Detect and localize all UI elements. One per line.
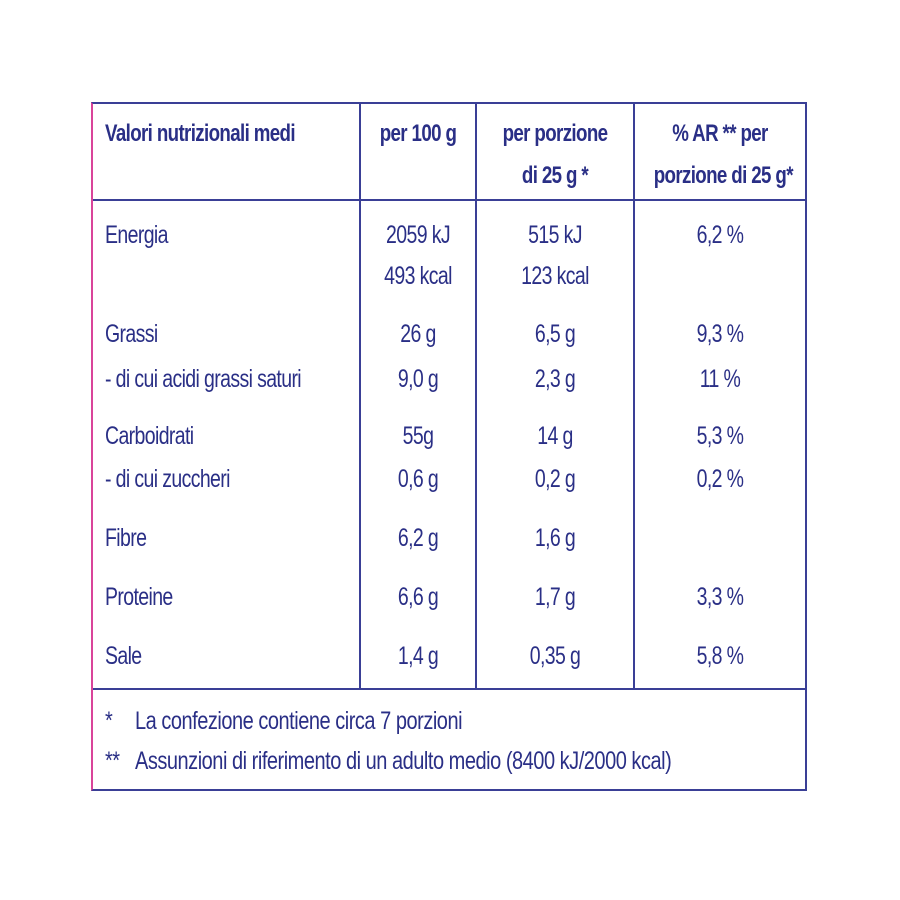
- sale-per100: 1,4 g: [397, 642, 439, 670]
- row-label-proteine: Proteine: [105, 583, 173, 611]
- sale-portion: 0,35 g: [529, 642, 581, 670]
- zuccheri-per100: 0,6 g: [397, 465, 439, 493]
- footnote-1-text: La confezione contiene circa 7 porzioni: [135, 707, 463, 735]
- footnote-2-mark: **: [105, 747, 120, 775]
- row-label-carboidrati: Carboidrati: [105, 422, 194, 450]
- header-per-portion-line2: di 25 g *: [521, 162, 589, 189]
- row-label-fibre: Fibre: [105, 524, 147, 552]
- nutrition-table: Valori nutrizionali medi per 100 g per p…: [91, 102, 807, 791]
- table-header: [93, 104, 805, 201]
- grassi-portion: 6,5 g: [534, 320, 576, 348]
- column-divider: [359, 104, 361, 688]
- carboidrati-portion: 14 g: [537, 422, 573, 450]
- energia-portion-kj: 515 kJ: [528, 221, 582, 249]
- table-footnotes: * La confezione contiene circa 7 porzion…: [93, 688, 805, 789]
- row-label-sale: Sale: [105, 642, 142, 670]
- carboidrati-per100: 55g: [402, 422, 434, 450]
- row-label-saturi: - di cui acidi grassi saturi: [105, 365, 302, 393]
- saturi-per100: 9,0 g: [397, 365, 439, 393]
- header-per-100g: per 100 g: [379, 120, 457, 147]
- grassi-ar: 9,3 %: [696, 320, 744, 348]
- fibre-per100: 6,2 g: [397, 524, 439, 552]
- saturi-portion: 2,3 g: [534, 365, 576, 393]
- sale-ar: 5,8 %: [696, 642, 744, 670]
- zuccheri-ar: 0,2 %: [696, 465, 744, 493]
- header-per-portion-line1: per porzione: [502, 120, 608, 147]
- row-label-grassi: Grassi: [105, 320, 158, 348]
- footnote-1-mark: *: [105, 707, 113, 735]
- zuccheri-portion: 0,2 g: [534, 465, 576, 493]
- row-label-zuccheri: - di cui zuccheri: [105, 465, 230, 493]
- energia-portion-kcal: 123 kcal: [521, 262, 589, 290]
- proteine-per100: 6,6 g: [397, 583, 439, 611]
- row-label-energia: Energia: [105, 221, 168, 249]
- energia-ar: 6,2 %: [696, 221, 744, 249]
- grassi-per100: 26 g: [400, 320, 436, 348]
- fibre-portion: 1,6 g: [534, 524, 576, 552]
- proteine-portion: 1,7 g: [534, 583, 576, 611]
- footnote-2-text: Assunzioni di riferimento di un adulto m…: [135, 747, 672, 775]
- header-ar-line2: porzione di 25 g*: [653, 162, 794, 189]
- energia-per100-kj: 2059 kJ: [386, 221, 451, 249]
- column-divider: [633, 104, 635, 688]
- proteine-ar: 3,3 %: [696, 583, 744, 611]
- column-divider: [475, 104, 477, 688]
- carboidrati-ar: 5,3 %: [696, 422, 744, 450]
- header-ar-line1: % AR ** per: [672, 120, 768, 147]
- header-nutrient: Valori nutrizionali medi: [105, 120, 296, 147]
- energia-per100-kcal: 493 kcal: [384, 262, 452, 290]
- saturi-ar: 11 %: [699, 365, 741, 393]
